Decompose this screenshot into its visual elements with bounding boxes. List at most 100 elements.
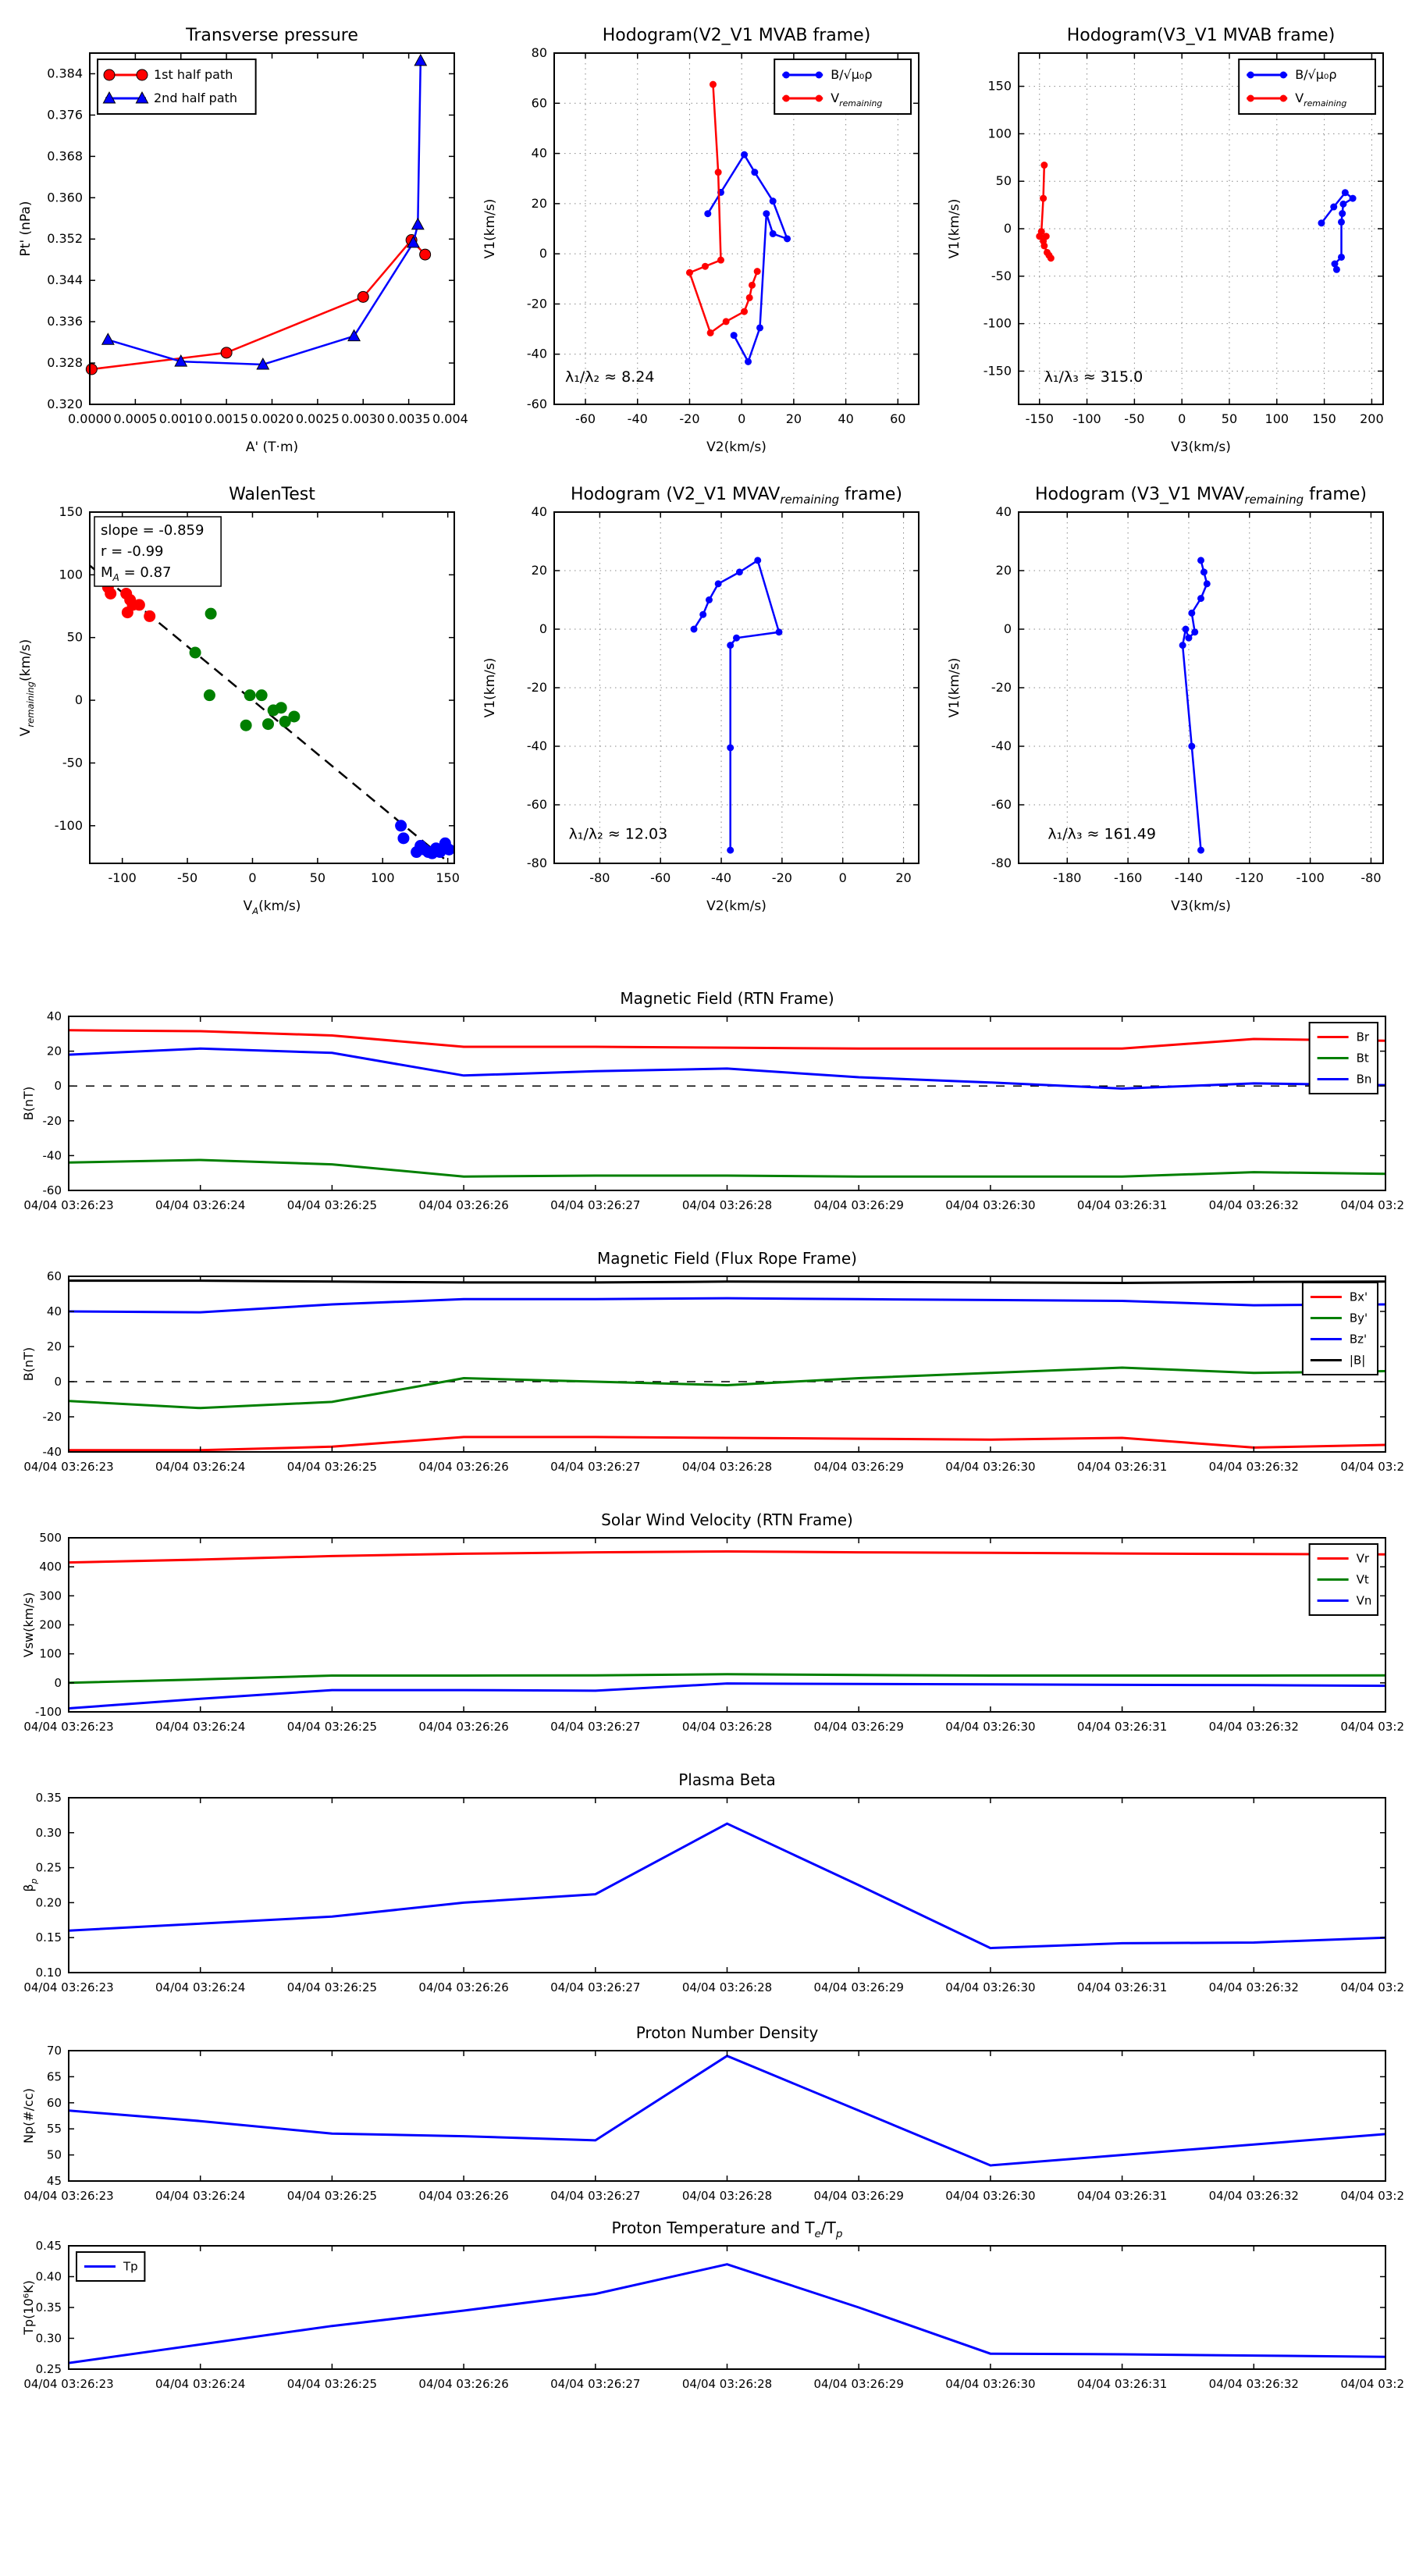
svg-text:20: 20 xyxy=(47,1340,62,1354)
proton-temperature-ylabel: Tp(10⁶K) xyxy=(21,2280,36,2336)
svg-text:0.320: 0.320 xyxy=(47,397,83,411)
svg-text:04/04 03:26:32: 04/04 03:26:32 xyxy=(1209,1198,1299,1212)
svg-text:Tp: Tp xyxy=(123,2260,138,2274)
svg-text:-60: -60 xyxy=(650,870,670,885)
svg-text:-80: -80 xyxy=(589,870,610,885)
chart-solar-wind-velocity: 04/04 03:26:23 04/04 03:26:24 04/04 03:26:… xyxy=(0,1501,1405,1767)
svg-text:100: 100 xyxy=(987,126,1012,141)
svg-text:-20: -20 xyxy=(43,1410,62,1424)
magnetic-field-flux-rope-ylabel: B(nT) xyxy=(21,1347,36,1381)
magnetic-field-flux-rope-legend: Bx' By' Bz' |B| xyxy=(1301,1282,1379,1375)
svg-text:04/04 03:26:31: 04/04 03:26:31 xyxy=(1077,1980,1167,1994)
hodogram-v3v1-mvab-legend: B/√μ₀ρ Vremaining xyxy=(1238,59,1377,115)
solar-wind-velocity-title: Solar Wind Velocity (RTN Frame) xyxy=(601,1510,853,1529)
svg-text:20: 20 xyxy=(786,411,802,426)
proton-number-density-canvas: 04/04 03:26:23 04/04 03:26:24 04/04 03:26:… xyxy=(21,2023,1405,2203)
svg-text:04/04 03:26:33: 04/04 03:26:33 xyxy=(1340,2189,1405,2203)
svg-text:0.25: 0.25 xyxy=(36,1861,62,1875)
svg-text:20: 20 xyxy=(532,196,547,211)
magnetic-field-rtn-legend: Br Bt Bn xyxy=(1308,1022,1378,1094)
proton-number-density-frame xyxy=(68,2050,1386,2182)
svg-text:0.0025: 0.0025 xyxy=(296,411,340,426)
hodogram-v2v1-mvab-ylabel: V1(km/s) xyxy=(482,199,498,259)
svg-text:04/04 03:26:30: 04/04 03:26:30 xyxy=(945,2377,1035,2391)
walen-test-ylabel: Vremaining(km/s) xyxy=(18,639,36,736)
svg-text:40: 40 xyxy=(47,1304,62,1318)
svg-text:300: 300 xyxy=(39,1589,62,1603)
svg-text:0.344: 0.344 xyxy=(47,272,83,287)
proton-number-density-title: Proton Number Density xyxy=(636,2023,819,2042)
svg-text:-60: -60 xyxy=(43,1183,62,1197)
chart-hodogram-v2v1-mvab: -60 -40 -20 0 20 40 60 -60 -40 -20 0 20 40 60 80 Hodogr… xyxy=(472,16,933,468)
svg-text:04/04 03:26:29: 04/04 03:26:29 xyxy=(814,1460,904,1474)
proton-number-density-series-blue xyxy=(68,2055,1386,2167)
svg-text:0.30: 0.30 xyxy=(36,2332,62,2346)
svg-text:04/04 03:26:23: 04/04 03:26:23 xyxy=(23,1720,113,1734)
walen-test-frame xyxy=(89,511,455,864)
svg-text:0.384: 0.384 xyxy=(47,66,83,80)
magnetic-field-flux-rope-title: Magnetic Field (Flux Rope Frame) xyxy=(597,1249,857,1268)
svg-text:0.10: 0.10 xyxy=(36,1966,62,1980)
magnetic-field-flux-rope-canvas: 04/04 03:26:23 04/04 03:26:24 04/04 03:26:… xyxy=(21,1249,1405,1474)
hodogram-v3v1-mvab-annotation: λ₁/λ₃ ≈ 315.0 xyxy=(1044,368,1144,386)
svg-text:04/04 03:26:27: 04/04 03:26:27 xyxy=(550,2189,640,2203)
svg-text:04/04 03:26:24: 04/04 03:26:24 xyxy=(155,1720,245,1734)
chart-magnetic-field-flux-rope: 04/04 03:26:23 04/04 03:26:24 04/04 03:26:… xyxy=(0,1240,1405,1507)
hodogram-v3v1-mvav-xlabel: V3(km/s) xyxy=(1171,898,1231,914)
svg-text:04/04 03:26:26: 04/04 03:26:26 xyxy=(418,2189,508,2203)
svg-text:-40: -40 xyxy=(711,870,731,885)
svg-text:04/04 03:26:25: 04/04 03:26:25 xyxy=(287,2377,377,2391)
plasma-beta-canvas: 04/04 03:26:23 04/04 03:26:24 04/04 03:26:… xyxy=(21,1770,1405,1994)
transverse-pressure-xlabel: A' (T·m) xyxy=(246,439,298,455)
svg-text:0: 0 xyxy=(1178,411,1186,426)
hodogram-v3v1-mvav-ylabel: V1(km/s) xyxy=(947,658,962,718)
chart-hodogram-v3v1-mvab: -150 -100 -50 0 50 100 150 200 -150 -100 -50 0 50 100… xyxy=(937,16,1397,468)
svg-text:-20: -20 xyxy=(527,296,547,311)
svg-text:Vremaining: Vremaining xyxy=(831,91,882,109)
svg-text:200: 200 xyxy=(1360,411,1384,426)
svg-text:-100: -100 xyxy=(984,316,1012,331)
svg-text:04/04 03:26:24: 04/04 03:26:24 xyxy=(155,1460,245,1474)
svg-text:Vr: Vr xyxy=(1357,1552,1370,1566)
hodogram-v2v1-mvab-canvas: -60 -40 -20 0 20 40 60 -60 -40 -20 0 20 40 60 80 Hodogr… xyxy=(482,26,919,455)
chart-proton-number-density: 04/04 03:26:23 04/04 03:26:24 04/04 03:26:… xyxy=(0,2014,1405,2236)
svg-text:04/04 03:26:23: 04/04 03:26:23 xyxy=(23,2377,113,2391)
svg-text:60: 60 xyxy=(890,411,905,426)
svg-text:0: 0 xyxy=(839,870,847,885)
svg-text:0: 0 xyxy=(1004,621,1012,636)
proton-temperature-canvas: 04/04 03:26:23 04/04 03:26:24 04/04 03:26:… xyxy=(21,2218,1405,2391)
svg-text:400: 400 xyxy=(39,1560,62,1574)
svg-text:04/04 03:26:23: 04/04 03:26:23 xyxy=(23,1198,113,1212)
hodogram-v2v1-mvav-ylabel: V1(km/s) xyxy=(482,658,498,718)
svg-text:50: 50 xyxy=(47,2148,62,2162)
svg-text:0.0030: 0.0030 xyxy=(341,411,385,426)
svg-text:Br: Br xyxy=(1357,1030,1370,1044)
svg-text:04/04 03:26:33: 04/04 03:26:33 xyxy=(1340,1720,1405,1734)
svg-text:-50: -50 xyxy=(1124,411,1144,426)
svg-text:04/04 03:26:28: 04/04 03:26:28 xyxy=(682,2377,772,2391)
svg-text:0.0015: 0.0015 xyxy=(205,411,248,426)
svg-text:B/√μ₀ρ: B/√μ₀ρ xyxy=(1295,67,1336,82)
svg-text:04/04 03:26:33: 04/04 03:26:33 xyxy=(1340,2377,1405,2391)
svg-text:0.0000: 0.0000 xyxy=(68,411,112,426)
svg-text:04/04 03:26:31: 04/04 03:26:31 xyxy=(1077,2377,1167,2391)
hodogram-v3v1-mvab-ylabel: V1(km/s) xyxy=(947,199,962,259)
magnetic-field-rtn-ylabel: B(nT) xyxy=(21,1087,36,1120)
transverse-pressure-title: Transverse pressure xyxy=(185,26,358,45)
hodogram-v2v1-mvav-canvas: -80 -60 -40 -20 0 20 -80 -60 -40 -20 0 20 40 Hodogram… xyxy=(482,485,919,914)
hodogram-v2v1-mvab-xlabel: V2(km/s) xyxy=(706,439,767,455)
plasma-beta-series-blue xyxy=(68,1822,1386,1950)
svg-text:0.45: 0.45 xyxy=(36,2239,62,2253)
svg-text:Bt: Bt xyxy=(1357,1051,1369,1066)
svg-text:0.25: 0.25 xyxy=(36,2362,62,2376)
svg-text:0.360: 0.360 xyxy=(47,190,83,205)
svg-text:04/04 03:26:31: 04/04 03:26:31 xyxy=(1077,2189,1167,2203)
svg-text:04/04 03:26:25: 04/04 03:26:25 xyxy=(287,1198,377,1212)
svg-text:70: 70 xyxy=(47,2044,62,2058)
svg-text:-100: -100 xyxy=(1296,870,1324,885)
hodogram-v3v1-mvav-series-blue xyxy=(1181,560,1208,851)
svg-text:04/04 03:26:28: 04/04 03:26:28 xyxy=(682,1980,772,1994)
svg-text:-20: -20 xyxy=(772,870,792,885)
svg-text:0: 0 xyxy=(1004,221,1012,236)
svg-text:04/04 03:26:31: 04/04 03:26:31 xyxy=(1077,1720,1167,1734)
